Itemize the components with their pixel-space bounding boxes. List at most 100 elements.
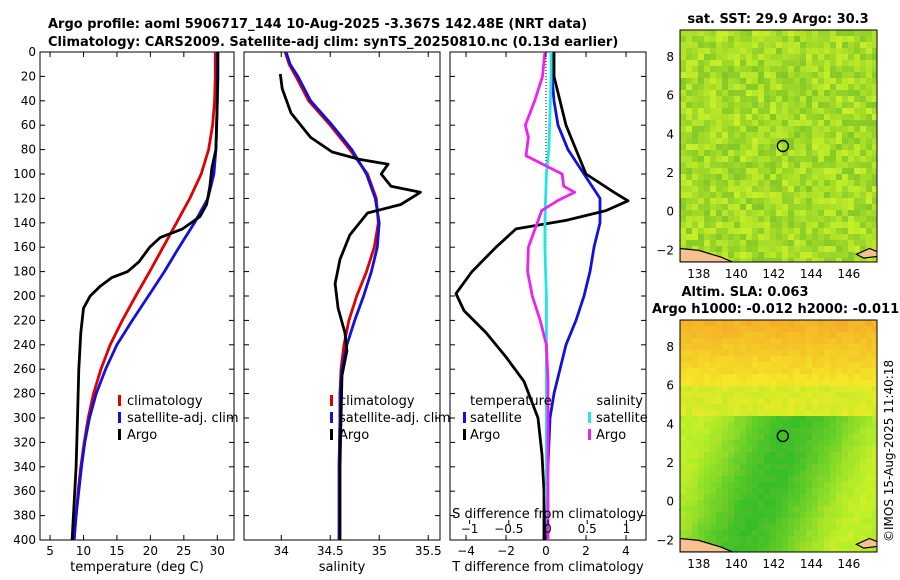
map-cell bbox=[830, 332, 837, 339]
map-cell bbox=[758, 494, 765, 501]
map-cell bbox=[782, 452, 789, 459]
map-cell bbox=[812, 228, 819, 235]
map-cell bbox=[710, 464, 717, 471]
map-cell bbox=[722, 482, 729, 489]
map-cell bbox=[710, 332, 717, 339]
map-cell bbox=[764, 482, 771, 489]
map-cell bbox=[722, 542, 729, 549]
map-cell bbox=[698, 120, 705, 127]
map-cell bbox=[752, 48, 759, 55]
map-cell bbox=[842, 72, 849, 79]
map-cell bbox=[692, 156, 699, 163]
map-cell bbox=[830, 258, 837, 262]
map-cell bbox=[752, 362, 759, 369]
map-cell bbox=[860, 446, 867, 453]
map-cell bbox=[728, 482, 735, 489]
map-cell bbox=[734, 258, 741, 262]
map-cell bbox=[746, 464, 753, 471]
map-cell bbox=[812, 410, 819, 417]
map-cell bbox=[824, 120, 831, 127]
map-cell bbox=[866, 332, 873, 339]
map-cell bbox=[794, 132, 801, 139]
map-cell bbox=[782, 90, 789, 97]
map-cell bbox=[842, 252, 849, 259]
map-cell bbox=[842, 458, 849, 465]
map-cell bbox=[680, 446, 687, 453]
map-cell bbox=[830, 96, 837, 103]
map-cell bbox=[776, 422, 783, 429]
map-cell bbox=[776, 494, 783, 501]
map-cell bbox=[860, 60, 867, 67]
map-cell bbox=[842, 380, 849, 387]
map-cell bbox=[860, 500, 867, 507]
map-cell bbox=[698, 410, 705, 417]
map-cell bbox=[764, 392, 771, 399]
map-cell bbox=[872, 204, 877, 211]
map-cell bbox=[716, 150, 723, 157]
map-cell bbox=[842, 258, 849, 262]
map-cell bbox=[866, 506, 873, 513]
map-cell bbox=[746, 440, 753, 447]
map-cell bbox=[710, 48, 717, 55]
map-cell bbox=[728, 500, 735, 507]
map-cell bbox=[752, 548, 759, 552]
map-cell bbox=[842, 156, 849, 163]
map-cell bbox=[746, 36, 753, 43]
map-cell bbox=[794, 356, 801, 363]
legend-t-satellite-swatch bbox=[463, 412, 466, 423]
map-cell bbox=[836, 326, 843, 333]
map-cell bbox=[848, 114, 855, 121]
map-cell bbox=[788, 470, 795, 477]
map-cell bbox=[794, 198, 801, 205]
map-cell bbox=[698, 350, 705, 357]
map-cell bbox=[818, 102, 825, 109]
map-cell bbox=[848, 416, 855, 423]
map-cell bbox=[872, 434, 877, 441]
map-cell bbox=[740, 144, 747, 151]
map-cell bbox=[866, 132, 873, 139]
map-cell bbox=[716, 506, 723, 513]
map-cell bbox=[698, 78, 705, 85]
map-cell bbox=[758, 66, 765, 73]
map-cell bbox=[842, 482, 849, 489]
map-cell bbox=[710, 156, 717, 163]
map-cell bbox=[734, 536, 741, 543]
map-cell bbox=[806, 356, 813, 363]
map-cell bbox=[716, 192, 723, 199]
map-cell bbox=[854, 518, 861, 525]
map-cell bbox=[848, 240, 855, 247]
map-cell bbox=[716, 434, 723, 441]
map-cell bbox=[812, 102, 819, 109]
map-cell bbox=[776, 350, 783, 357]
map-cell bbox=[872, 350, 877, 357]
map-cell bbox=[716, 380, 723, 387]
map-cell bbox=[800, 488, 807, 495]
map-cell bbox=[704, 66, 711, 73]
map-cell bbox=[848, 548, 855, 552]
map-cell bbox=[788, 458, 795, 465]
map-cell bbox=[692, 482, 699, 489]
map-cell bbox=[680, 452, 687, 459]
map-cell bbox=[860, 198, 867, 205]
map-cell bbox=[836, 72, 843, 79]
map-cell bbox=[848, 452, 855, 459]
map-cell bbox=[686, 386, 693, 393]
map-cell bbox=[830, 180, 837, 187]
map-cell bbox=[866, 398, 873, 405]
map-cell bbox=[824, 156, 831, 163]
map-cell bbox=[758, 398, 765, 405]
map-cell bbox=[806, 518, 813, 525]
map-cell bbox=[722, 362, 729, 369]
map-cell bbox=[752, 350, 759, 357]
map-cell bbox=[854, 380, 861, 387]
map-cell bbox=[752, 162, 759, 169]
map-cell bbox=[728, 162, 735, 169]
map-cell bbox=[680, 78, 687, 85]
map-cell bbox=[710, 108, 717, 115]
map-cell bbox=[854, 126, 861, 133]
map-cell bbox=[818, 416, 825, 423]
map-cell bbox=[734, 470, 741, 477]
map-cell bbox=[830, 518, 837, 525]
map-cell bbox=[752, 216, 759, 223]
map-cell bbox=[818, 216, 825, 223]
